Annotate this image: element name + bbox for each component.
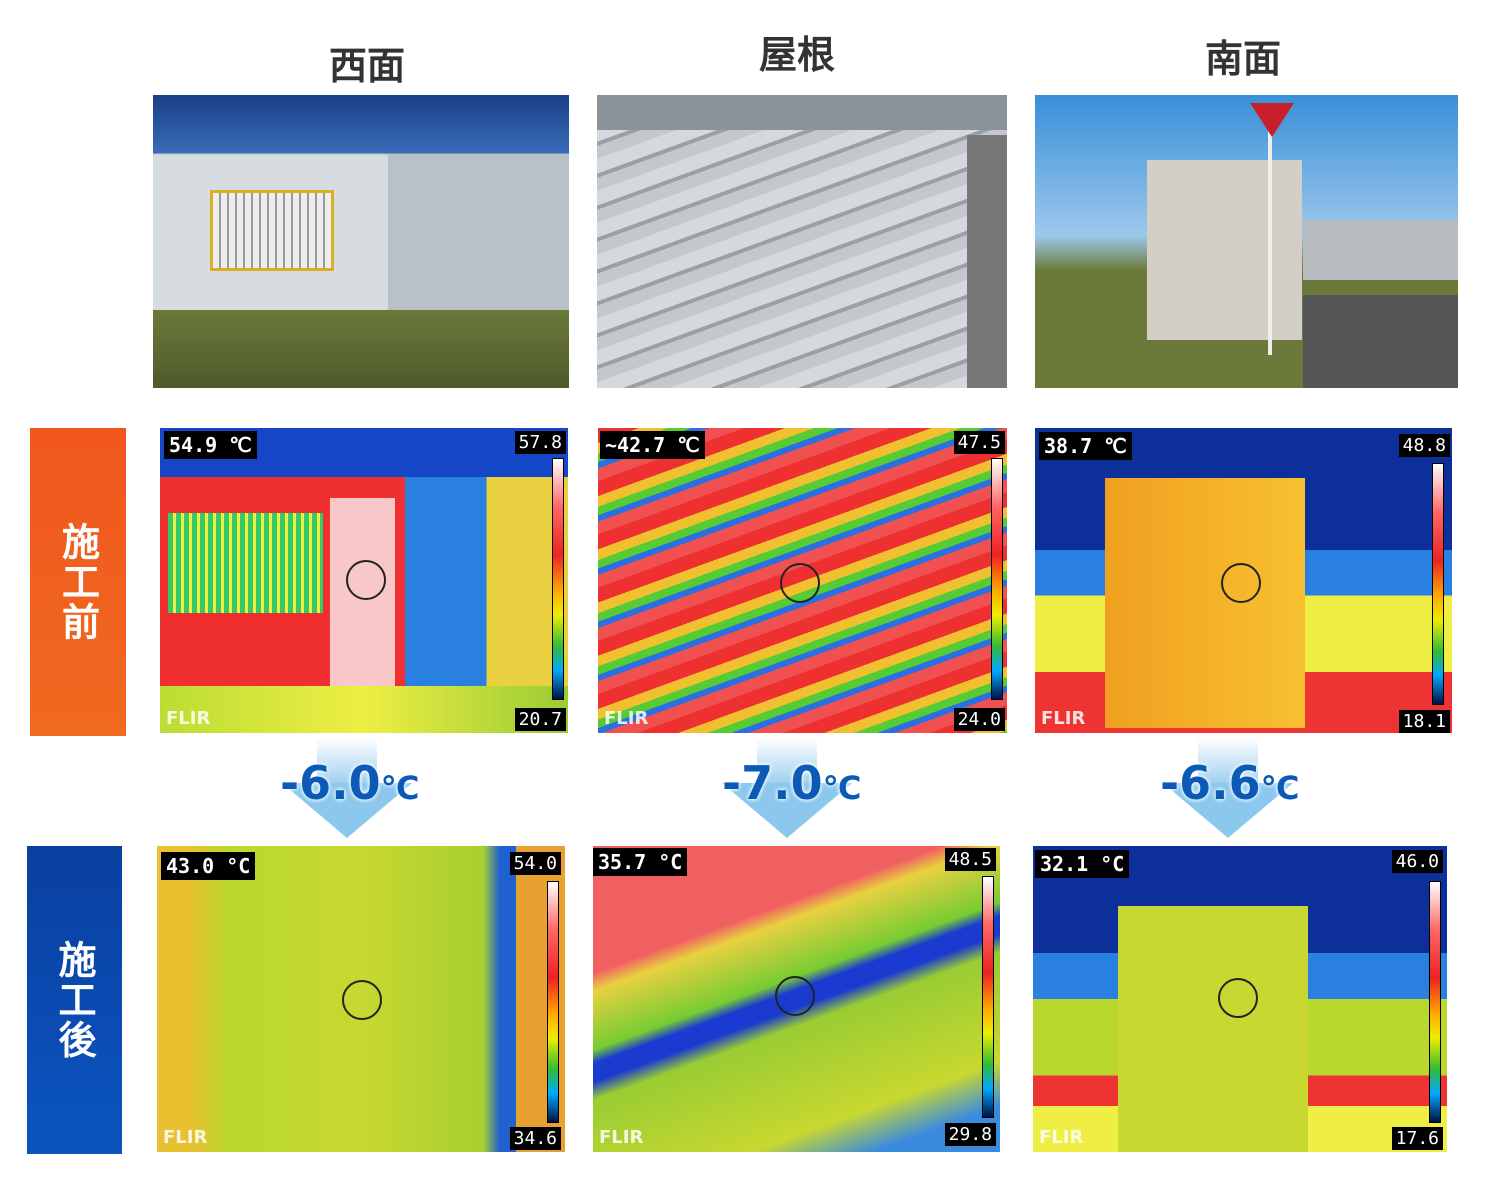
color-scale-bar [982,876,994,1118]
unit: ℃ [677,433,700,457]
photo-roof [597,95,1007,388]
flir-logo: FLIR [599,1127,644,1148]
flir-logo: FLIR [166,708,211,729]
thermal-after-roof: 35.7 °C 48.5 29.8 FLIR [593,846,1000,1152]
scale-max: 54.0 [509,852,561,875]
down-arrow-icon [1163,738,1293,838]
delta-value: -6.0 [280,756,381,810]
unit: ℃ [1104,434,1127,458]
temperature-drop-south: -6.6℃ [1160,756,1299,810]
thermal-before-roof: ~42.7 ℃ 47.5 24.0 FLIR [598,428,1007,733]
color-scale-bar [547,881,559,1123]
temperature-drop-roof: -7.0℃ [722,756,861,810]
row-label-after: 施工後 [27,846,122,1154]
scale-min: 29.8 [944,1123,996,1146]
spot-temperature: 43.0 [166,854,215,878]
scale-max: 48.5 [944,848,996,871]
scale-max: 47.5 [953,431,1005,454]
spot-temperature: 54.9 [169,433,218,457]
spot-temperature: ~42.7 [605,433,666,457]
column-heading-south: 南面 [1204,37,1281,81]
scale-max: 46.0 [1391,850,1443,873]
spot-temperature: 32.1 [1040,852,1089,876]
delta-unit: ℃ [822,769,862,807]
delta-unit: ℃ [1260,769,1300,807]
scale-max: 48.8 [1398,434,1450,457]
scale-min: 18.1 [1398,710,1450,733]
color-scale-bar [552,458,564,700]
color-scale-bar [991,458,1003,700]
column-heading-roof: 屋根 [758,33,835,77]
thermal-after-west: 43.0 °C 54.0 34.6 FLIR [157,846,565,1152]
thermal-before-south: 38.7 ℃ 48.8 18.1 FLIR [1035,428,1452,733]
scale-max: 57.8 [514,431,566,454]
delta-unit: ℃ [380,769,420,807]
flir-logo: FLIR [1039,1127,1084,1148]
photo-west [153,95,569,388]
photo-south [1035,95,1458,388]
scale-min: 34.6 [509,1127,561,1150]
temperature-drop-west: -6.0℃ [280,756,419,810]
unit: °C [226,854,251,878]
flir-logo: FLIR [604,708,649,729]
spot-temperature: 38.7 [1044,434,1093,458]
down-arrow-icon [722,738,852,838]
color-scale-bar [1432,463,1444,705]
scale-min: 20.7 [514,708,566,731]
scale-min: 17.6 [1391,1127,1443,1150]
unit: °C [658,850,683,874]
color-scale-bar [1429,881,1441,1123]
unit: ℃ [229,433,252,457]
unit: °C [1100,852,1125,876]
down-arrow-icon [282,738,412,838]
row-label-before: 施工前 [30,428,126,736]
flir-logo: FLIR [1041,708,1086,729]
column-heading-west: 西面 [328,44,405,88]
spot-temperature: 35.7 [598,850,647,874]
delta-value: -7.0 [722,756,823,810]
scale-min: 24.0 [953,708,1005,731]
flir-logo: FLIR [163,1127,208,1148]
delta-value: -6.6 [1160,756,1261,810]
thermal-after-south: 32.1 °C 46.0 17.6 FLIR [1033,846,1447,1152]
thermal-before-west: 54.9 ℃ 57.8 20.7 FLIR [160,428,568,733]
